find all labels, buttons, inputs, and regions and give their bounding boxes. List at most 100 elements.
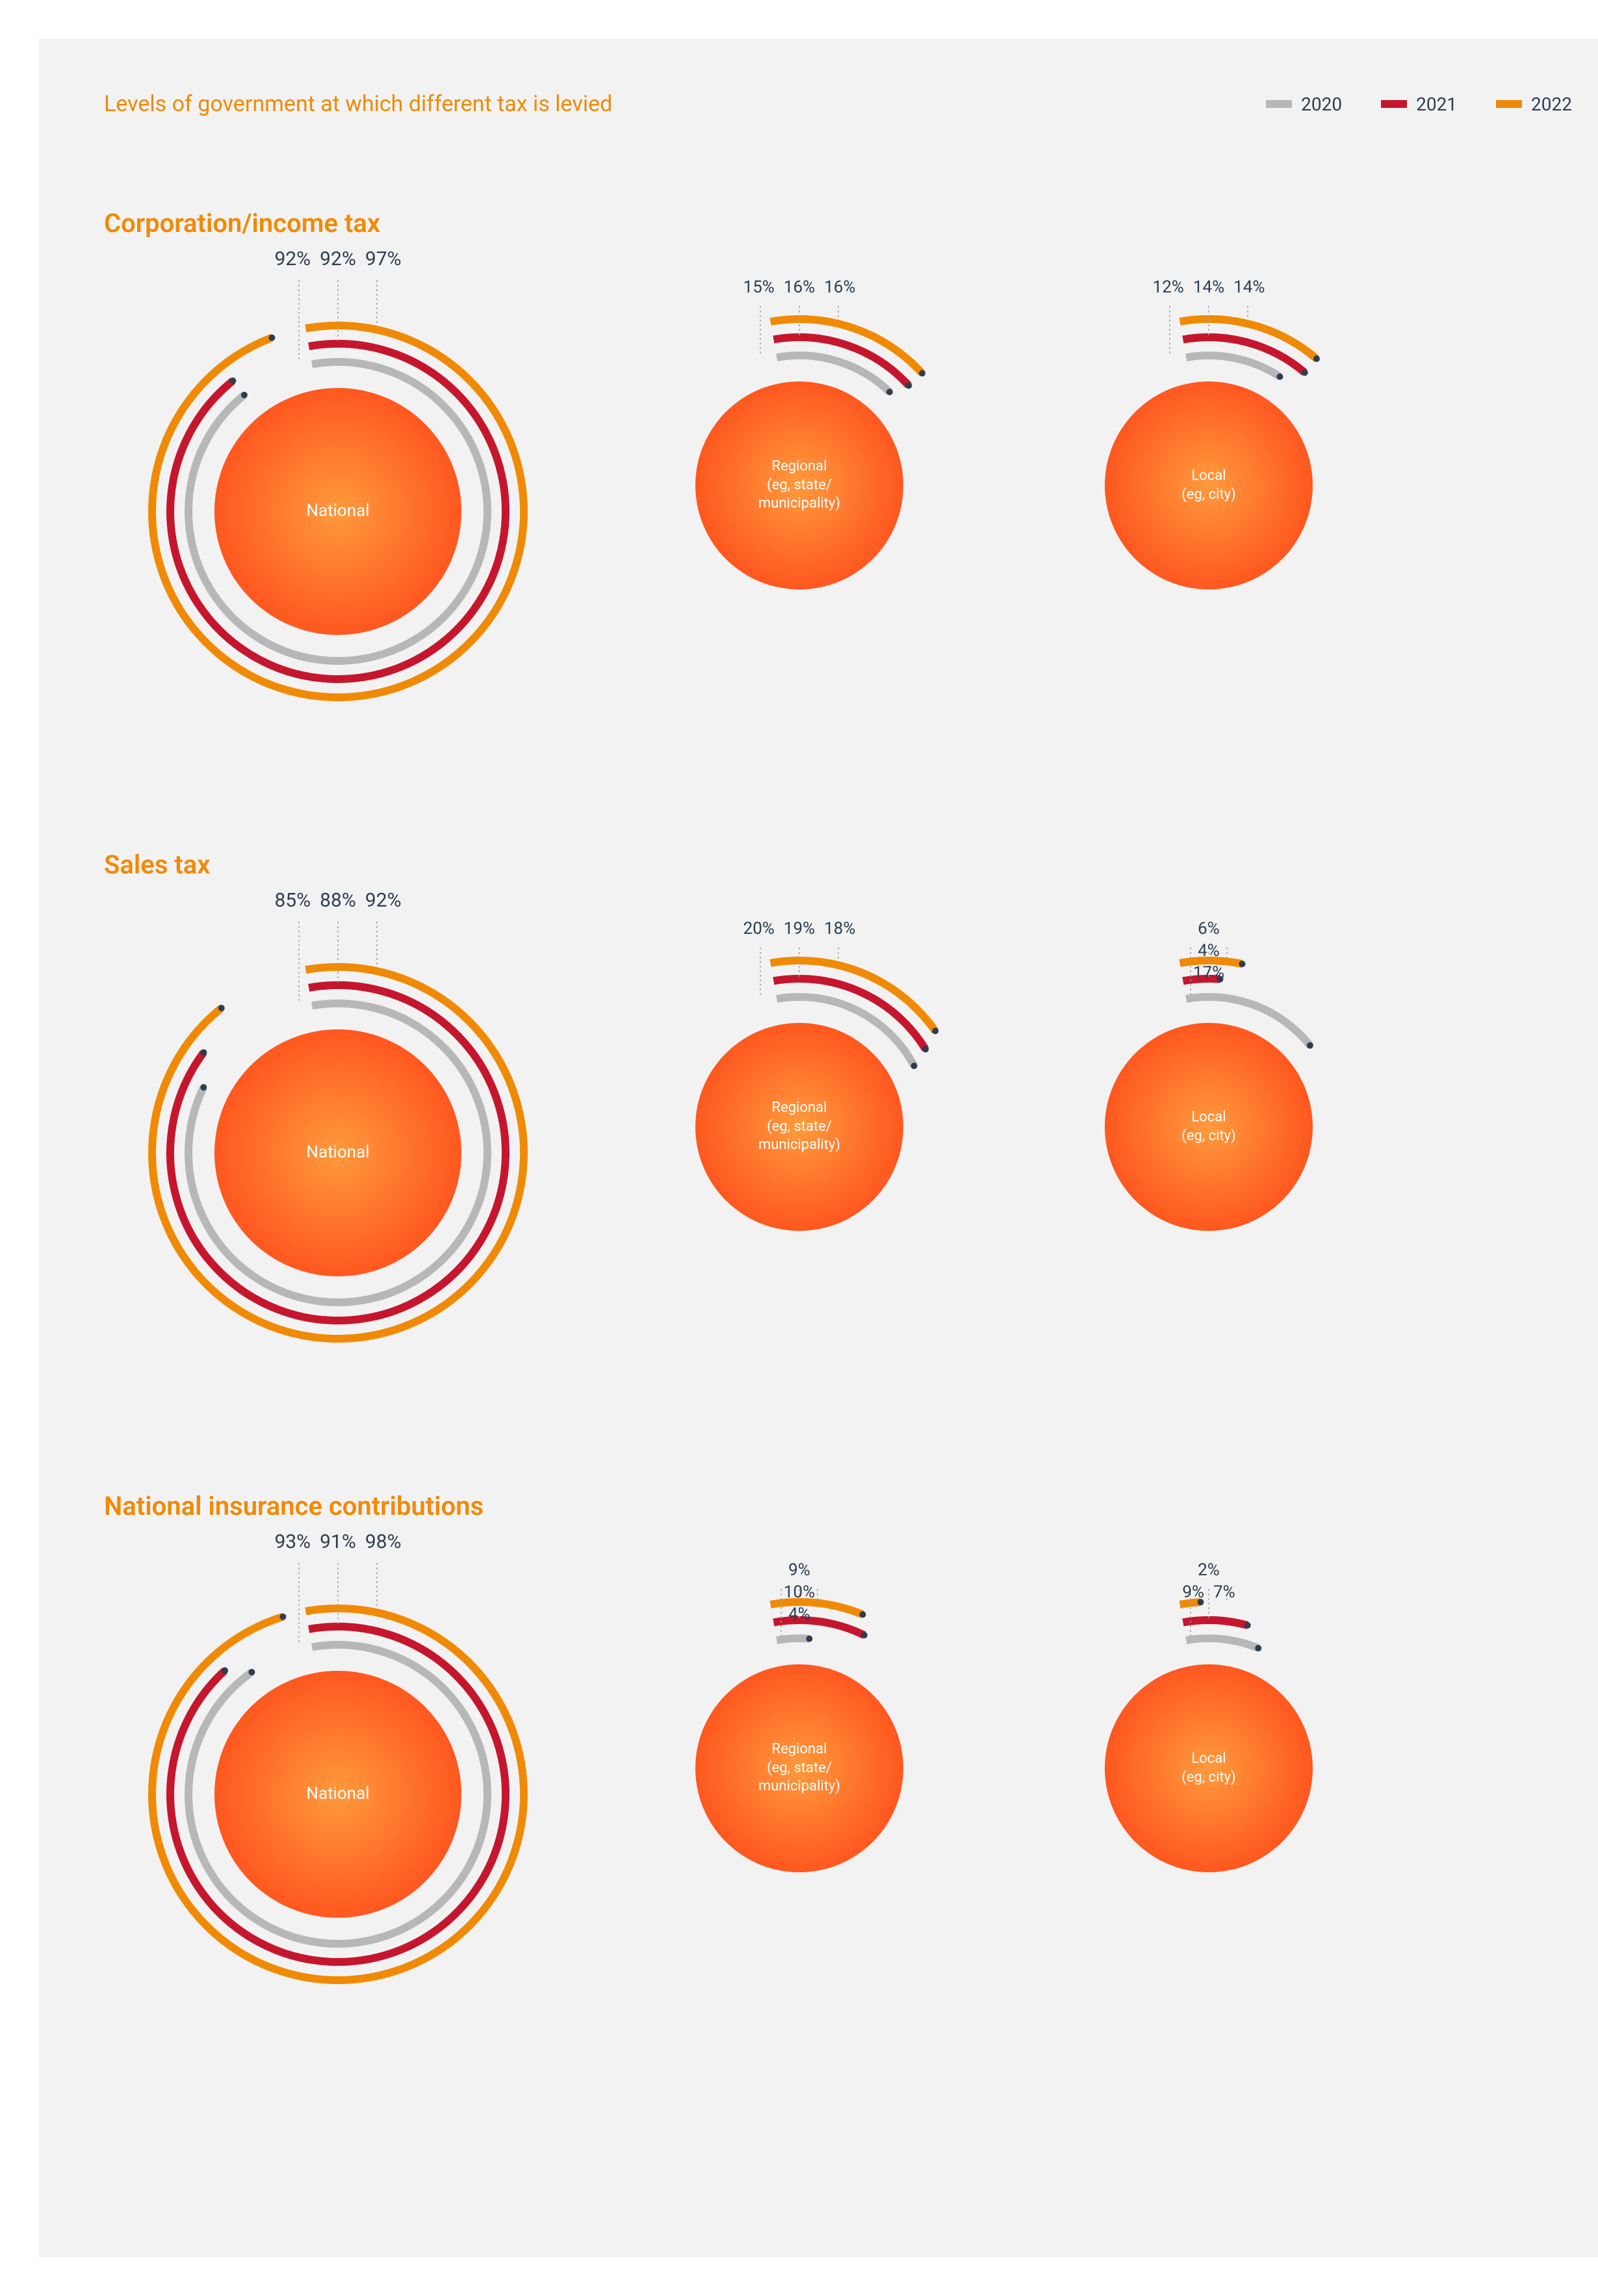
pct-stack-mid: 10% — [784, 1582, 815, 1602]
ring-end-dot-2020 — [1307, 1042, 1313, 1049]
radial-chart: Local (eg, city)2%9%7% — [1027, 1586, 1391, 1950]
pct-2022: 97% — [365, 248, 402, 270]
pct-value: 4% — [788, 1605, 810, 1624]
legend-swatch — [1381, 100, 1407, 108]
pct-value: 10% — [784, 1582, 815, 1602]
ring-end-dot-2021 — [229, 378, 236, 384]
ring-end-dot-2020 — [1255, 1645, 1261, 1651]
ring-2020 — [777, 1638, 809, 1640]
pct-2022: 16% — [824, 277, 855, 297]
chart-row: National85%88%92%Regional (eg, state/ mu… — [104, 919, 1572, 1387]
pct-2021: 88% — [320, 889, 356, 912]
pct-label-row: 9%10% 4% — [784, 1560, 815, 1624]
section: Sales taxNational85%88%92%Regional (eg, … — [104, 849, 1572, 1387]
pct-2020: 92% — [274, 248, 311, 270]
ring-end-dot-2021 — [922, 1046, 929, 1053]
pct-2020: 93% — [274, 1530, 311, 1553]
legend-label: 2022 — [1531, 94, 1572, 115]
chart-center-label: National — [306, 500, 369, 522]
pct-2021: 19% — [784, 919, 815, 938]
section-title: Corporation/income tax — [104, 208, 1572, 239]
ring-end-dot-2022 — [919, 370, 925, 376]
chart-center-label: Local (eg, city) — [1181, 1108, 1235, 1145]
pct-label-row: 85% 88% 92% — [274, 889, 401, 912]
pct-2020: 12% — [1153, 277, 1184, 297]
pct-value: 9% — [788, 1560, 810, 1580]
ring-end-dot-2021 — [1244, 1622, 1251, 1629]
pct-2020: 85% — [274, 889, 311, 912]
radial-chart: Local (eg, city)6%4%17% — [1027, 945, 1391, 1309]
pct-value: 6% — [1198, 919, 1220, 938]
chart-row: National92%92%97%Regional (eg, state/ mu… — [104, 277, 1572, 745]
pct-value: 2% — [1198, 1560, 1220, 1580]
legend-swatch — [1496, 100, 1522, 108]
pct-2022: 92% — [365, 889, 402, 912]
legend-label: 2020 — [1301, 94, 1342, 115]
ring-end-dot-2022 — [932, 1027, 938, 1034]
pct-label-row: 92% 92% 97% — [274, 248, 401, 270]
chart-center-label: Regional (eg, state/ municipality) — [758, 1099, 840, 1155]
ring-end-dot-2021 — [200, 1049, 207, 1055]
ring-end-dot-2020 — [886, 389, 893, 395]
radial-chart: Local (eg, city)12%14%14% — [1027, 303, 1391, 667]
radial-chart: National92%92%97% — [104, 277, 572, 745]
pct-2021: 92% — [320, 248, 356, 270]
chart-center-label: National — [306, 1142, 369, 1164]
ring-end-dot-2022 — [279, 1614, 286, 1620]
pct-stack-bottom: 17% — [1193, 963, 1224, 983]
chart-center-label: Local (eg, city) — [1181, 467, 1235, 504]
radial-chart: Regional (eg, state/ municipality)9%10%4… — [617, 1586, 981, 1950]
pct-2020: 20% — [743, 919, 775, 938]
radial-chart: National85%88%92% — [104, 919, 572, 1387]
ring-end-dot-2022 — [268, 335, 275, 341]
pct-value: 9% — [1182, 1582, 1204, 1602]
infographic-panel: Levels of government at which different … — [39, 39, 1598, 2257]
pct-label-row: 6% 4%17% — [1193, 919, 1224, 983]
pct-label-row: 20% 19% 18% — [743, 919, 856, 938]
legend: 2020 2021 2022 — [1266, 94, 1572, 115]
legend-swatch — [1266, 100, 1292, 108]
pct-value: 7% — [1213, 1582, 1235, 1602]
ring-end-dot-2021 — [861, 1632, 868, 1638]
pct-2022: 18% — [824, 919, 855, 938]
ring-end-dot-2020 — [806, 1636, 812, 1642]
legend-item: 2022 — [1496, 94, 1572, 115]
ring-end-dot-2020 — [200, 1084, 207, 1090]
ring-end-dot-2020 — [1277, 374, 1283, 380]
pct-2021: 91% — [320, 1530, 356, 1553]
ring-end-dot-2020 — [911, 1063, 918, 1069]
pct-label-row: 12%14%14% — [1153, 277, 1265, 297]
pct-value: 17% — [1193, 963, 1224, 983]
ring-2020 — [1186, 1638, 1258, 1648]
chart-center-label: Regional (eg, state/ municipality) — [758, 1740, 840, 1796]
legend-item: 2020 — [1266, 94, 1342, 115]
ring-end-dot-2022 — [1239, 961, 1245, 967]
chart-center-label: National — [306, 1783, 369, 1805]
ring-end-dot-2022 — [1313, 355, 1320, 362]
pct-label-row: 15%16%16% — [743, 277, 856, 297]
pct-stack-bottom: 9% 7% — [1182, 1582, 1235, 1602]
pct-label-row: 2%9% 7% — [1182, 1560, 1235, 1602]
legend-item: 2021 — [1381, 94, 1457, 115]
chart-center-label: Regional (eg, state/ municipality) — [758, 458, 840, 513]
sections-container: Corporation/income taxNational92%92%97%R… — [104, 208, 1572, 2028]
radial-chart: National93%91%98% — [104, 1560, 572, 2028]
pct-stack-bottom: 4% — [788, 1605, 810, 1624]
pct-2022: 98% — [365, 1530, 402, 1553]
pct-label-row: 93% 91% 98% — [274, 1530, 401, 1553]
ring-2020 — [1186, 355, 1280, 377]
section-title: Sales tax — [104, 849, 1572, 880]
pct-stack-top: 2% — [1198, 1560, 1220, 1580]
pct-stack-mid: 4% — [1198, 941, 1220, 961]
ring-end-dot-2022 — [218, 1005, 225, 1011]
pct-stack-top: 6% — [1198, 919, 1220, 938]
chart-center-label: Local (eg, city) — [1181, 1749, 1235, 1786]
pct-2022: 14% — [1233, 277, 1265, 297]
ring-end-dot-2020 — [248, 1669, 255, 1675]
chart-row: National93%91%98%Regional (eg, state/ mu… — [104, 1560, 1572, 2028]
section: Corporation/income taxNational92%92%97%R… — [104, 208, 1572, 745]
radial-chart: Regional (eg, state/ municipality)20%19%… — [617, 945, 981, 1309]
section-title: National insurance contributions — [104, 1491, 1572, 1521]
radial-chart: Regional (eg, state/ municipality)15%16%… — [617, 303, 981, 667]
page-title: Levels of government at which different … — [104, 91, 612, 117]
